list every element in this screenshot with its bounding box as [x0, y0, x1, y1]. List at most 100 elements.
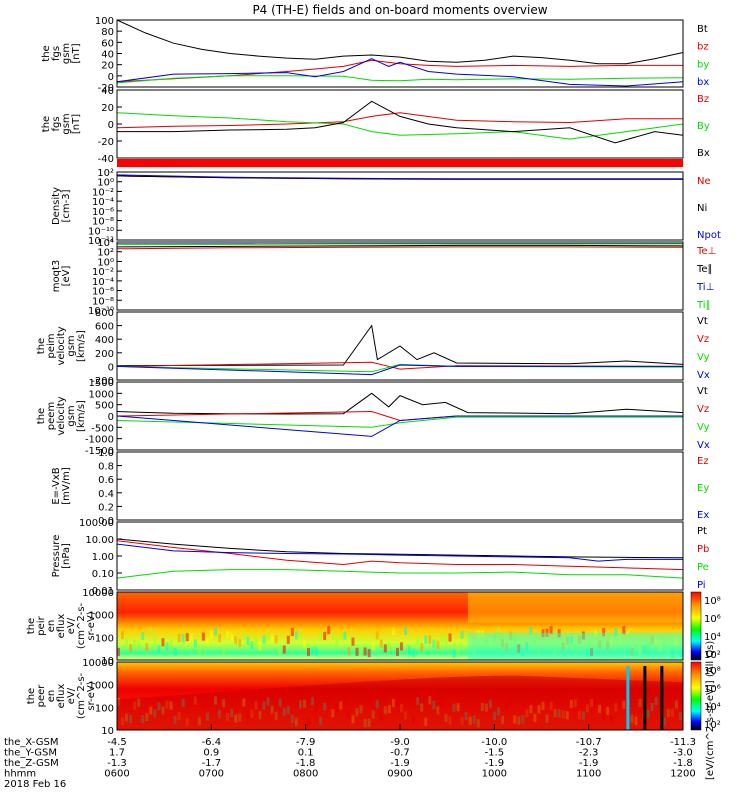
x-row-label: the_Y-GSM: [4, 748, 57, 759]
legend-entry: Ti∥: [696, 300, 711, 311]
spectrogram-cell: [347, 647, 351, 656]
spectrogram-cell: [161, 638, 165, 647]
date-label: 2018 Feb 16: [4, 779, 66, 790]
spectrogram-cell: [177, 633, 181, 643]
y-axis-label: [nT]: [71, 43, 82, 63]
legend-entry: Bt: [697, 24, 708, 35]
spectrogram-cell: [383, 644, 387, 653]
spectrogram-cell: [234, 636, 238, 645]
series-line: [116, 324, 684, 367]
series-line: [116, 364, 683, 376]
y-tick-label: 500: [95, 401, 114, 412]
y-tick-label: 100.00: [79, 518, 114, 529]
x-row-value: -4.5: [107, 737, 127, 748]
spectrogram-cell: [298, 629, 302, 638]
spectrogram-cell: [387, 642, 391, 652]
spectrogram-column: [643, 666, 647, 730]
y-axis-label: the: [41, 45, 52, 61]
y-tick-label: 10⁻⁴: [92, 197, 114, 208]
series-line: [116, 416, 683, 428]
spectrogram-cell: [169, 639, 173, 648]
x-row-value: 0.1: [298, 748, 314, 759]
spectrogram-cell: [246, 636, 250, 646]
legend-entry: Te⊥: [696, 246, 716, 257]
spectrogram-cell: [209, 630, 213, 639]
spectrogram-cell: [412, 648, 416, 657]
y-tick-label: 10⁻⁶: [92, 287, 114, 298]
panel-5: 800 600 400 200 0 -200 the peim velocity gsm [km/s…: [36, 308, 710, 387]
y-tick-label: 100: [95, 703, 114, 714]
y-tick-label: 0: [108, 412, 114, 423]
colorbars: 10⁸ 10⁶ 10⁴ 10² 10⁸ 10⁶ 10⁴ 10²: [690, 591, 721, 731]
x-row-value: 0.9: [203, 748, 219, 759]
y-tick-label: 0.2: [98, 502, 114, 513]
spectrogram-cell: [189, 633, 193, 642]
x-row-value: -1.7: [202, 758, 222, 769]
y-tick-label: 0.01: [92, 586, 114, 597]
y-axis-label: eflux: [56, 684, 67, 709]
y-tick-label: 10⁻⁶: [92, 207, 114, 218]
spectrogram-cell: [278, 646, 282, 656]
y-axis-label: the: [26, 688, 37, 704]
spectrogram-cell: [254, 638, 258, 647]
spectrogram-cell: [379, 639, 383, 648]
x-row-value: -1.5: [485, 748, 505, 759]
y-axis-label: sr-eV): [86, 681, 97, 710]
spectrogram-cell: [444, 636, 448, 645]
spectrogram-cell: [197, 646, 201, 656]
spectrogram-cell: [529, 626, 533, 635]
x-row-label: the_Z-GSM: [4, 758, 59, 769]
x-row-value: 0900: [387, 769, 412, 780]
y-tick-label: -20: [98, 83, 114, 94]
spectrogram-cell: [230, 632, 234, 641]
spectrogram-cell: [549, 626, 553, 635]
spectrogram-cell: [497, 626, 501, 635]
y-axis-label: eV/: [66, 617, 77, 634]
spectrogram-cell: [117, 647, 120, 657]
y-tick-label: 0.0: [98, 516, 114, 527]
panel-2: 40 20 0 -20 -40 the fgs gsm [nT] Bz By Bx: [41, 86, 710, 165]
colorbar-label: [eV/(cm^2-s-sr-eV)] (All Qs): [705, 641, 716, 780]
spectrogram-cell: [448, 633, 452, 642]
spectrogram-cell: [355, 647, 359, 656]
y-tick-label: 10⁻¹⁰: [88, 226, 114, 237]
spectrogram-cell: [205, 638, 209, 647]
y-tick-label: 10000: [82, 588, 114, 599]
spectrogram-cell: [335, 637, 339, 646]
legend-entry: Ez: [697, 456, 709, 467]
spectrogram-cell: [440, 633, 444, 643]
colorbar-tick-label: 10⁸: [704, 596, 721, 607]
spectrogram-cell: [319, 632, 323, 641]
spectrogram-cell: [327, 626, 331, 635]
y-tick-label: 10⁻²: [92, 187, 114, 198]
panel-10: 10000 1000 100 10 the peer en eflux eV/(cm^2-s-s…: [26, 658, 684, 737]
y-tick-label: 20: [101, 103, 114, 114]
y-axis-label: the: [26, 618, 37, 634]
spectrogram-cell: [404, 626, 408, 636]
spectrogram-cell: [125, 638, 129, 647]
legend-entry: Pb: [697, 544, 709, 555]
y-axis-label: fgs: [51, 46, 62, 61]
y-tick-label: 10⁻¹⁰: [88, 306, 114, 317]
spectrogram-cell: [400, 642, 403, 651]
colorbar-tick-label: 10²: [704, 650, 721, 661]
legend-entry: Vy: [697, 422, 710, 433]
spectrogram-cell: [545, 628, 549, 637]
series-line: [116, 543, 683, 562]
y-axis-label: en: [46, 690, 57, 703]
y-axis-label: [nPa]: [61, 543, 72, 569]
y-tick-label: 40: [101, 50, 114, 61]
spectrogram-cell: [181, 633, 185, 643]
y-tick-label: 1000: [89, 681, 114, 692]
x-row-label: the_X-GSM: [4, 737, 58, 748]
spectrogram-cell: [274, 635, 278, 644]
spectrogram-cell: [214, 627, 218, 636]
y-tick-label: 0.4: [98, 489, 114, 500]
y-tick-label: 200: [95, 349, 114, 360]
spectrogram-cell: [315, 647, 319, 656]
series-line: [116, 75, 684, 84]
y-tick-label: 10⁻⁸: [92, 217, 114, 228]
